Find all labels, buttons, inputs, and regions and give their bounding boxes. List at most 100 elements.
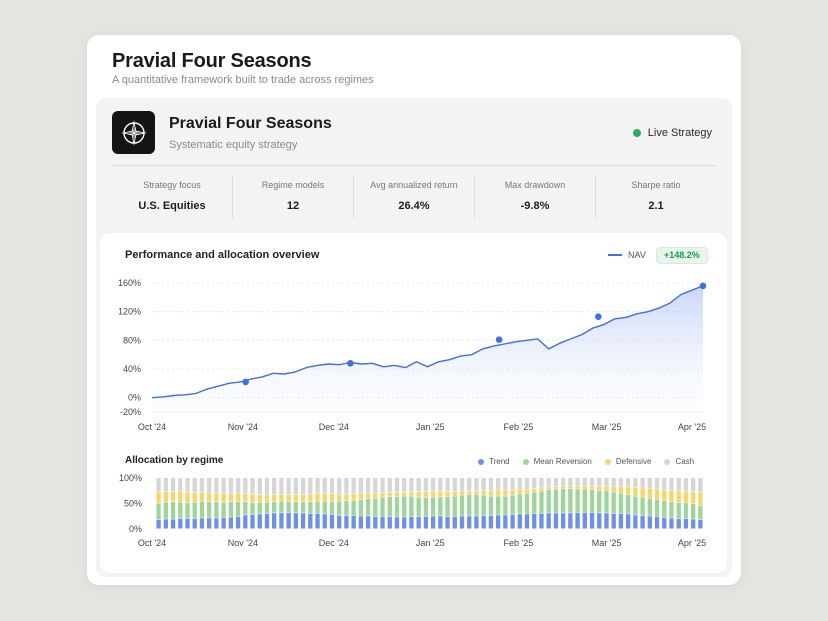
bar-segment-mean-reversion [315, 501, 320, 514]
bar-segment-cash [221, 478, 226, 493]
strategy-type: Systematic equity strategy [169, 139, 298, 151]
bar-segment-defensive [163, 491, 168, 502]
bar-segment-defensive [445, 491, 450, 497]
y-tick-label: 0% [129, 524, 142, 534]
legend-label: Mean Reversion [533, 457, 592, 466]
x-tick-label: Oct '24 [138, 538, 166, 548]
bar-segment-cash [654, 478, 660, 489]
legend-swatch [522, 458, 529, 465]
bar-segment-trend [575, 512, 580, 529]
bar-segment-defensive [495, 490, 501, 496]
bar-segment-cash [257, 478, 262, 495]
bar-segment-defensive [214, 493, 219, 502]
bar-segment-mean-reversion [618, 493, 624, 514]
bar-segment-mean-reversion [163, 502, 168, 519]
bar-segment-cash [351, 478, 356, 494]
bar-segment-trend [300, 513, 306, 529]
bar-segment-trend [647, 516, 652, 529]
bar-segment-trend [380, 516, 385, 529]
bar-segment-mean-reversion [351, 500, 356, 516]
bar-segment-trend [365, 516, 371, 529]
bar-segment-defensive [430, 491, 436, 497]
legend-defensive: Defensive [604, 457, 652, 466]
legend-label: Defensive [615, 457, 652, 466]
bar-segment-cash [279, 478, 284, 495]
bar-segment-mean-reversion [459, 495, 465, 516]
bar-segment-defensive [597, 486, 602, 491]
bar-segment-trend [467, 516, 472, 529]
bar-segment-trend [214, 518, 219, 529]
bar-segment-cash [568, 478, 573, 486]
bar-segment-defensive [676, 491, 681, 503]
bar-segment-trend [539, 513, 544, 529]
bar-segment-mean-reversion [380, 497, 385, 517]
bar-segment-trend [452, 516, 457, 529]
bar-segment-trend [329, 514, 335, 529]
bar-segment-defensive [344, 494, 349, 501]
bar-segment-mean-reversion [481, 495, 486, 516]
bar-segment-trend [488, 515, 494, 529]
x-tick-label: Feb '25 [504, 422, 534, 432]
bar-segment-cash [243, 478, 248, 494]
bar-segment-cash [394, 478, 400, 493]
bar-segment-cash [532, 478, 537, 489]
bar-segment-cash [308, 478, 313, 494]
bar-segment-defensive [467, 491, 472, 495]
bar-segment-mean-reversion [423, 497, 429, 517]
nav-legend-line [608, 254, 622, 256]
allocation-title: Allocation by regime [125, 455, 224, 466]
bar-segment-defensive [337, 494, 342, 501]
bar-segment-trend [503, 515, 508, 529]
bar-segment-defensive [351, 493, 356, 500]
bar-segment-mean-reversion [250, 502, 255, 515]
bar-segment-trend [243, 515, 248, 529]
legend-cash: Cash [664, 457, 694, 466]
bar-segment-mean-reversion [235, 501, 241, 517]
bar-segment-cash [380, 478, 385, 493]
bar-segment-cash [467, 478, 472, 491]
bar-segment-mean-reversion [207, 501, 212, 518]
performance-title: Performance and allocation overview [125, 249, 320, 261]
stat-label: Strategy focus [143, 180, 201, 190]
bar-segment-trend [221, 517, 226, 529]
bar-segment-mean-reversion [698, 505, 703, 520]
bar-segment-defensive [185, 492, 190, 503]
bar-segment-trend [633, 515, 638, 529]
bar-segment-cash [560, 478, 566, 486]
stat-value: -9.8% [520, 200, 550, 212]
bar-segment-cash [510, 478, 515, 490]
bar-segment-defensive [300, 494, 306, 502]
bar-segment-defensive [221, 493, 226, 502]
bar-segment-cash [192, 478, 197, 493]
bar-segment-trend [337, 515, 342, 529]
compass-star-glyph [120, 119, 147, 146]
stat-strategy-focus: Strategy focus U.S. Equities [112, 176, 232, 218]
bar-segment-mean-reversion [575, 489, 580, 513]
bar-segment-defensive [257, 494, 262, 502]
legend-trend: Trend [478, 457, 510, 466]
bar-segment-mean-reversion [337, 501, 342, 516]
bar-segment-mean-reversion [503, 496, 508, 515]
stat-label: Sharpe ratio [631, 180, 681, 190]
bar-segment-cash [459, 478, 465, 491]
x-tick-label: Dec '24 [319, 422, 349, 432]
bar-segment-mean-reversion [438, 496, 443, 516]
bar-segment-cash [691, 478, 696, 492]
bar-segment-cash [488, 478, 494, 491]
bar-segment-trend [286, 512, 291, 529]
bar-segment-cash [207, 478, 212, 493]
bar-segment-cash [633, 478, 638, 488]
bar-segment-defensive [272, 494, 277, 502]
bar-segment-defensive [329, 493, 335, 501]
allocation-legend: Trend Mean Reversion Defensive Cash [478, 457, 694, 466]
bar-segment-trend [654, 516, 660, 529]
return-badge: +148.2% [656, 247, 708, 264]
bar-segment-cash [402, 478, 407, 492]
stat-label: Max drawdown [504, 180, 566, 190]
bar-segment-defensive [481, 490, 486, 495]
live-status-badge: Live Strategy [632, 127, 712, 139]
bar-segment-defensive [618, 486, 624, 493]
live-status-label: Live Strategy [647, 127, 712, 139]
y-tick-label: 80% [123, 335, 141, 345]
page-subtitle: A quantitative framework built to trade … [112, 74, 374, 86]
